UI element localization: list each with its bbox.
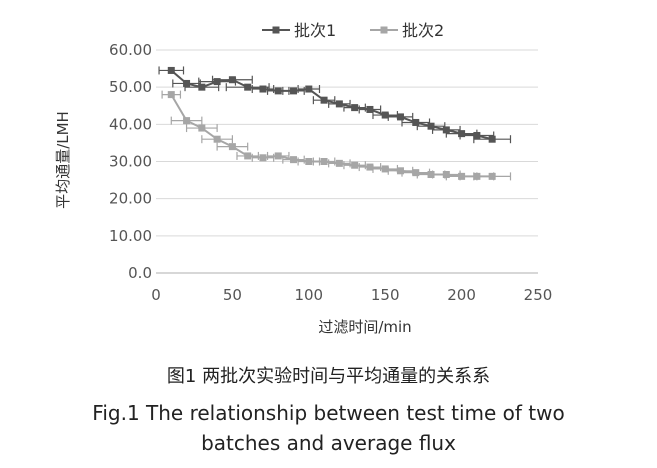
data-point [228,76,236,84]
y-tick-label: 40.00 [109,115,152,133]
data-point [473,172,481,180]
data-point [396,167,404,175]
x-axis-title: 过滤时间/min [318,318,411,336]
data-point [458,130,466,138]
data-point [488,135,496,143]
data-point [335,159,343,167]
data-point [305,158,313,165]
data-point [366,163,374,171]
legend-item-1: 批次1 [262,21,336,40]
legend-marker [380,26,388,34]
data-point [167,66,175,74]
figure-caption-chinese: 图1 两批次实验时间与平均通量的关系系 [166,366,491,387]
y-tick-label: 20.00 [109,190,152,208]
y-tick-label: 10.00 [109,227,152,245]
data-point [381,165,389,173]
legend-label: 批次1 [294,21,336,40]
data-point [442,171,450,179]
y-tick-label: 0.0 [128,264,152,282]
data-point [228,143,236,151]
data-point [396,113,404,121]
x-tick-label: 50 [223,286,242,304]
data-point [198,124,206,132]
data-point [274,152,282,160]
legend: 批次1 批次2 [262,21,444,40]
y-tick-labels: 0.0 10.00 20.00 30.00 40.00 50.00 60.00 [109,41,152,282]
legend-marker [272,26,280,34]
series-layer [158,66,512,181]
series-1 [158,66,512,144]
y-tick-label: 30.00 [109,153,152,171]
data-point [167,91,175,99]
data-point [244,83,252,91]
data-point [213,135,221,143]
data-point [381,111,389,119]
legend-item-2: 批次2 [370,21,444,40]
data-point [427,122,435,130]
data-point [412,169,420,177]
data-point [412,118,420,126]
data-point [305,85,313,93]
data-point [244,152,252,160]
data-point [198,83,206,91]
x-tick-label: 250 [524,286,553,304]
data-point [442,126,450,134]
data-point [259,85,267,93]
x-tick-label: 100 [294,286,323,304]
flux-chart: 0.0 10.00 20.00 30.00 40.00 50.00 60.00 0 50 100… [54,21,552,336]
x-tick-label: 150 [371,286,400,304]
series-line [170,94,493,178]
x-tick-labels: 0 50 100 150 200 250 [151,286,552,304]
data-point [320,96,328,104]
figure-caption-english-line-1: Fig.1 The relationship between test time… [92,401,565,425]
data-point [458,172,466,180]
data-point [274,87,282,95]
gridlines [156,49,538,237]
y-axis-title: 平均通量/LMH [54,111,72,209]
data-point [335,100,343,108]
data-point [183,79,191,87]
data-point [290,156,298,164]
legend-label: 批次2 [402,21,444,40]
series-line [170,69,493,141]
data-point [259,154,267,162]
data-point [351,161,359,169]
data-point [366,105,374,113]
data-point [427,171,435,179]
y-tick-label: 50.00 [109,78,152,96]
data-point [320,158,328,165]
y-tick-label: 60.00 [109,41,152,59]
x-tick-label: 200 [447,286,476,304]
data-point [351,104,359,112]
data-point [473,131,481,139]
series-2 [161,90,512,181]
x-tick-label: 0 [151,286,161,304]
figure-caption-english: Fig.1 The relationship between test time… [0,398,657,458]
data-point [290,87,298,95]
figure-caption-english-line-2: batches and average flux [201,431,456,455]
data-point [213,78,221,86]
data-point [183,117,191,125]
data-point [488,172,496,180]
